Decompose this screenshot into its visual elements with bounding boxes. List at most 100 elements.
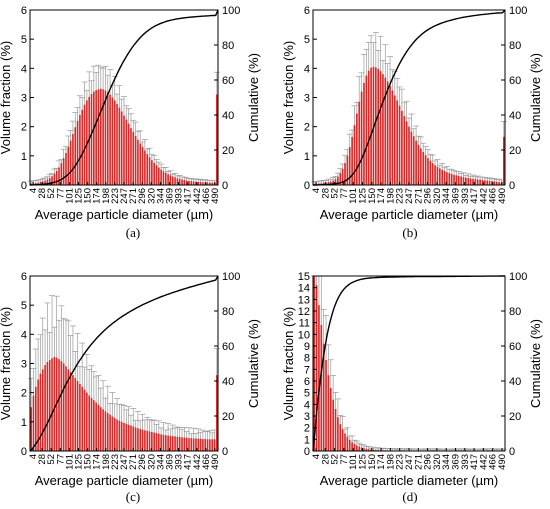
bar xyxy=(48,360,51,451)
bar xyxy=(209,439,211,451)
x-tick-label: 296 xyxy=(423,188,434,204)
chart-panel: 0123456020406080100428527710112515017419… xyxy=(0,271,261,504)
bar xyxy=(209,182,211,185)
bar xyxy=(139,429,142,451)
y2-tick-label: 60 xyxy=(509,341,521,353)
x-tick-label: 101 xyxy=(64,454,75,470)
bar xyxy=(118,420,121,451)
y2-tick-label: 100 xyxy=(222,5,240,17)
x-tick-label: 4 xyxy=(28,188,39,193)
bar xyxy=(65,152,67,185)
bar xyxy=(441,169,444,185)
x-tick-label: 417 xyxy=(183,454,194,470)
y-tick-label: 9 xyxy=(304,341,310,353)
bar xyxy=(377,68,380,185)
bar xyxy=(79,383,81,451)
bar xyxy=(162,171,165,185)
x-tick-label: 417 xyxy=(469,454,480,470)
y-tick-label: 0 xyxy=(304,446,310,458)
bar xyxy=(185,180,188,185)
bar xyxy=(384,77,387,185)
x-tick-label: 442 xyxy=(192,454,203,470)
bar xyxy=(436,166,439,185)
y-tick-label: 1 xyxy=(304,434,310,446)
x-axis-label: Average particle diameter (µm) xyxy=(320,207,498,222)
bar xyxy=(174,436,176,451)
x-tick-label: 101 xyxy=(348,188,359,204)
bar xyxy=(51,358,53,451)
bar xyxy=(90,94,93,185)
bar xyxy=(365,448,368,451)
bar xyxy=(127,123,130,185)
x-tick-label: 52 xyxy=(46,454,57,465)
bar xyxy=(174,177,176,185)
x-tick-label: 393 xyxy=(174,188,185,204)
x-tick-label: 393 xyxy=(460,454,471,470)
bar xyxy=(358,446,361,451)
bar xyxy=(72,375,74,451)
bar xyxy=(176,178,179,185)
bar xyxy=(178,178,181,185)
x-tick-label: 4 xyxy=(311,454,322,459)
y-tick-label: 6 xyxy=(21,271,27,283)
bar xyxy=(488,180,491,185)
bar xyxy=(412,136,415,185)
bar xyxy=(348,439,351,451)
bar xyxy=(448,173,451,185)
x-tick-label: 393 xyxy=(174,454,185,470)
x-tick-label: 466 xyxy=(488,454,499,470)
bar xyxy=(67,369,70,451)
x-tick-label: 150 xyxy=(367,188,378,204)
bar xyxy=(337,176,339,185)
bar xyxy=(151,160,153,185)
x-tick-label: 271 xyxy=(128,188,139,204)
bar xyxy=(32,395,35,451)
bar xyxy=(382,74,384,185)
x-tick-label: 77 xyxy=(339,454,350,465)
bar xyxy=(88,395,90,451)
x-tick-label: 52 xyxy=(46,188,57,199)
bar xyxy=(106,413,109,451)
x-tick-label: 296 xyxy=(423,454,434,470)
bar xyxy=(195,438,197,451)
bar xyxy=(332,399,334,451)
bar xyxy=(358,101,361,185)
panel-label: (a) xyxy=(126,225,140,240)
x-tick-label: 466 xyxy=(201,188,212,204)
y-tick-label: 0 xyxy=(304,180,310,192)
bar xyxy=(167,435,169,451)
bar xyxy=(116,419,118,451)
bar xyxy=(353,125,356,185)
chart-panel: 0123456789101112131415020406080100428527… xyxy=(281,271,543,504)
y-tick-label: 3 xyxy=(304,93,310,105)
cumulative-line xyxy=(312,275,505,452)
bar xyxy=(341,429,344,451)
bar xyxy=(169,435,172,451)
bar xyxy=(446,172,448,185)
bar xyxy=(69,372,72,451)
bar xyxy=(420,148,422,185)
bar xyxy=(144,430,146,451)
bar xyxy=(48,178,51,185)
bar xyxy=(188,180,190,185)
bar xyxy=(327,182,330,185)
bar xyxy=(367,70,370,185)
y-tick-label: 5 xyxy=(21,300,27,312)
y2-tick-label: 40 xyxy=(509,110,521,122)
bar xyxy=(44,180,46,185)
x-tick-label: 101 xyxy=(348,454,359,470)
x-tick-label: 369 xyxy=(165,188,176,204)
bar xyxy=(197,438,200,451)
bar xyxy=(327,375,330,451)
x-tick-label: 466 xyxy=(488,188,499,204)
x-tick-label: 125 xyxy=(74,454,85,470)
bar xyxy=(81,386,84,451)
bar xyxy=(60,163,63,185)
y-tick-label: 2 xyxy=(304,122,310,134)
bar xyxy=(365,75,368,185)
x-tick-label: 125 xyxy=(358,188,369,204)
x-tick-label: 417 xyxy=(469,188,480,204)
panel-label: (d) xyxy=(402,489,417,504)
bar xyxy=(188,438,190,451)
